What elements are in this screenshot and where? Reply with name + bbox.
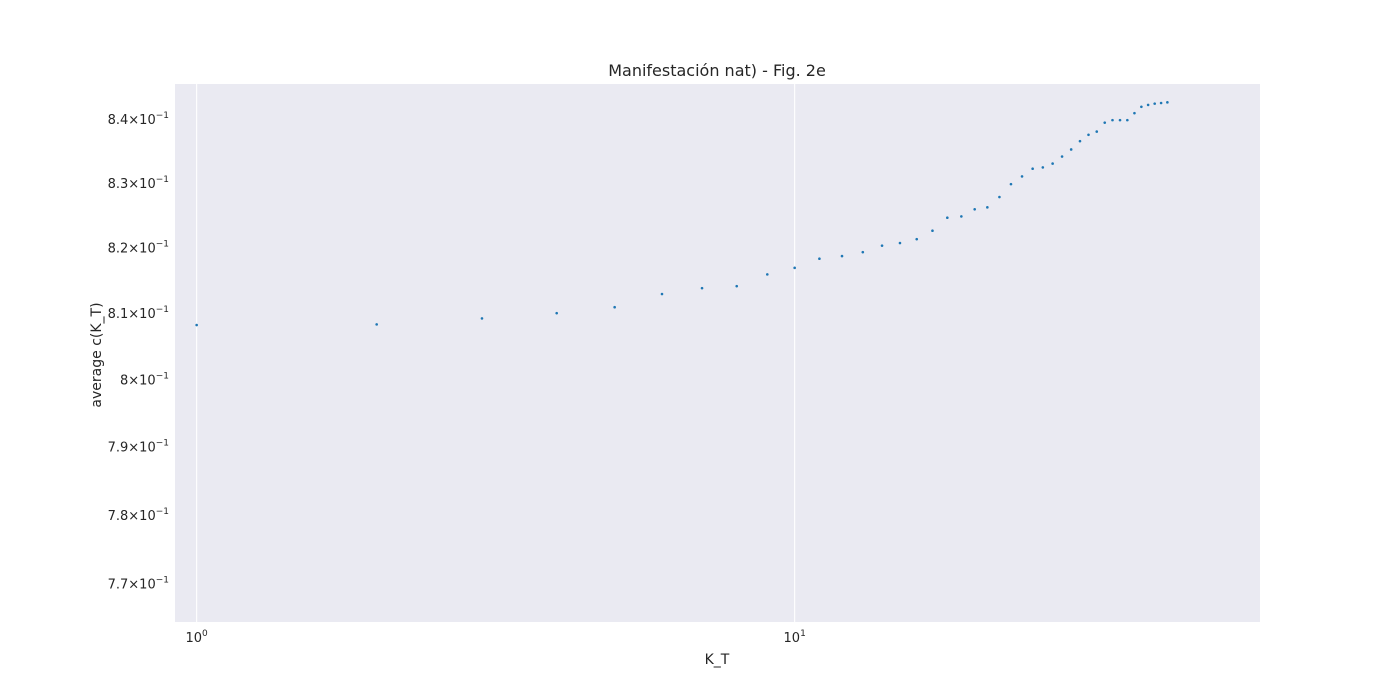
- data-point-0: [195, 323, 198, 327]
- plot-area: [175, 84, 1260, 622]
- data-point-16: [931, 229, 934, 232]
- y-tick-label-7: 8.4×10−1: [108, 111, 169, 128]
- data-point-21: [998, 195, 1001, 199]
- x-axis-label: K_T: [705, 652, 730, 668]
- data-point-20: [986, 206, 989, 209]
- data-point-36: [1133, 111, 1136, 115]
- data-point-24: [1031, 167, 1034, 171]
- data-point-23: [1020, 175, 1024, 178]
- data-point-41: [1166, 101, 1169, 104]
- data-points: [195, 101, 1169, 327]
- data-point-10: [818, 257, 821, 260]
- data-point-2: [480, 317, 484, 320]
- data-point-17: [946, 216, 949, 220]
- data-point-37: [1140, 105, 1143, 109]
- data-point-18: [960, 215, 963, 218]
- data-point-30: [1087, 133, 1090, 137]
- data-point-13: [880, 244, 884, 247]
- chart-title: Manifestación nat) - Fig. 2e: [608, 61, 826, 80]
- data-point-27: [1060, 155, 1064, 158]
- grid-lines: [196, 84, 796, 622]
- data-point-15: [915, 237, 919, 241]
- data-point-6: [700, 286, 704, 290]
- data-point-34: [1118, 118, 1122, 122]
- data-point-3: [555, 311, 558, 315]
- data-point-8: [765, 273, 769, 276]
- data-point-4: [613, 305, 616, 309]
- data-point-7: [735, 284, 739, 288]
- data-point-28: [1069, 148, 1073, 151]
- data-point-14: [898, 241, 902, 245]
- y-tick-labels: 7.7×10−1 7.8×10−1 7.9×10−1 8×10−1 8.1×10−1 8.…: [108, 111, 169, 593]
- data-point-5: [660, 292, 664, 296]
- y-tick-label-3: 8×10−1: [120, 372, 169, 389]
- data-point-33: [1111, 118, 1114, 122]
- x-tick-labels: 100 101: [186, 629, 806, 646]
- data-point-31: [1095, 130, 1099, 133]
- data-point-39: [1153, 102, 1156, 105]
- data-point-32: [1103, 121, 1107, 124]
- data-point-38: [1146, 103, 1150, 107]
- y-tick-label-6: 8.3×10−1: [108, 175, 169, 192]
- y-tick-label-5: 8.2×10−1: [108, 240, 169, 257]
- x-tick-label-1: 101: [784, 629, 806, 646]
- data-point-40: [1159, 101, 1163, 105]
- y-tick-label-4: 8.1×10−1: [108, 305, 169, 322]
- data-point-11: [840, 254, 844, 258]
- data-point-26: [1051, 162, 1054, 165]
- data-point-25: [1041, 166, 1045, 169]
- data-point-1: [375, 323, 378, 326]
- data-point-29: [1078, 139, 1082, 143]
- y-tick-label-1: 7.8×10−1: [108, 507, 169, 524]
- data-point-35: [1126, 118, 1129, 122]
- data-point-22: [1009, 182, 1013, 186]
- data-point-12: [861, 250, 865, 254]
- y-axis-label: average c(K_T): [89, 302, 105, 407]
- data-point-19: [973, 208, 976, 211]
- x-tick-label-0: 100: [186, 629, 209, 646]
- y-tick-label-0: 7.7×10−1: [108, 576, 169, 593]
- y-tick-label-2: 7.9×10−1: [108, 439, 169, 456]
- data-point-9: [793, 266, 796, 270]
